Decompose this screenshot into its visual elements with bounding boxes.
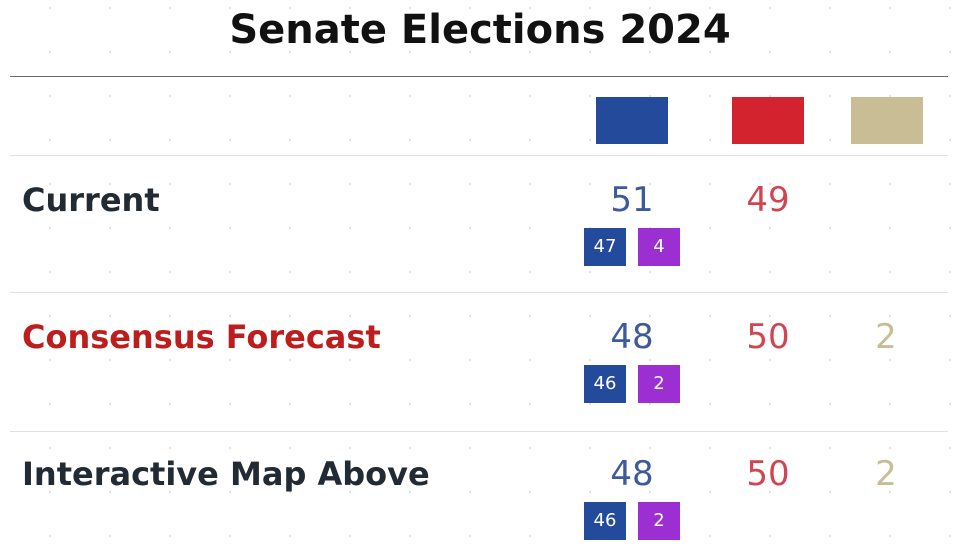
page-title: Senate Elections 2024 [229,7,731,53]
row-divider [10,292,948,293]
row-label-interactive-map-above: Interactive Map Above [22,455,430,493]
independent-seat-badge: 4 [638,228,680,266]
row-label-current: Current [22,181,160,219]
row-label-consensus-forecast[interactable]: Consensus Forecast [22,318,381,356]
democrat-seat-count: 48 [610,317,654,357]
democrat-seat-badge: 47 [584,228,626,266]
democrat-seat-badge: 46 [584,502,626,540]
independent-seat-badge: 2 [638,365,680,403]
title-divider [10,76,948,77]
other-seat-count: 2 [875,454,897,494]
democrat-swatch [596,97,668,144]
row-divider [10,431,948,432]
other-swatch [851,97,923,144]
row-divider [10,155,948,156]
independent-seat-badge: 2 [638,502,680,540]
republican-swatch [732,97,804,144]
other-seat-count: 2 [875,317,897,357]
republican-seat-count: 50 [746,317,790,357]
republican-seat-count: 49 [746,180,790,220]
democrat-seat-badge: 46 [584,365,626,403]
democrat-seat-count: 51 [610,180,654,220]
democrat-seat-count: 48 [610,454,654,494]
republican-seat-count: 50 [746,454,790,494]
